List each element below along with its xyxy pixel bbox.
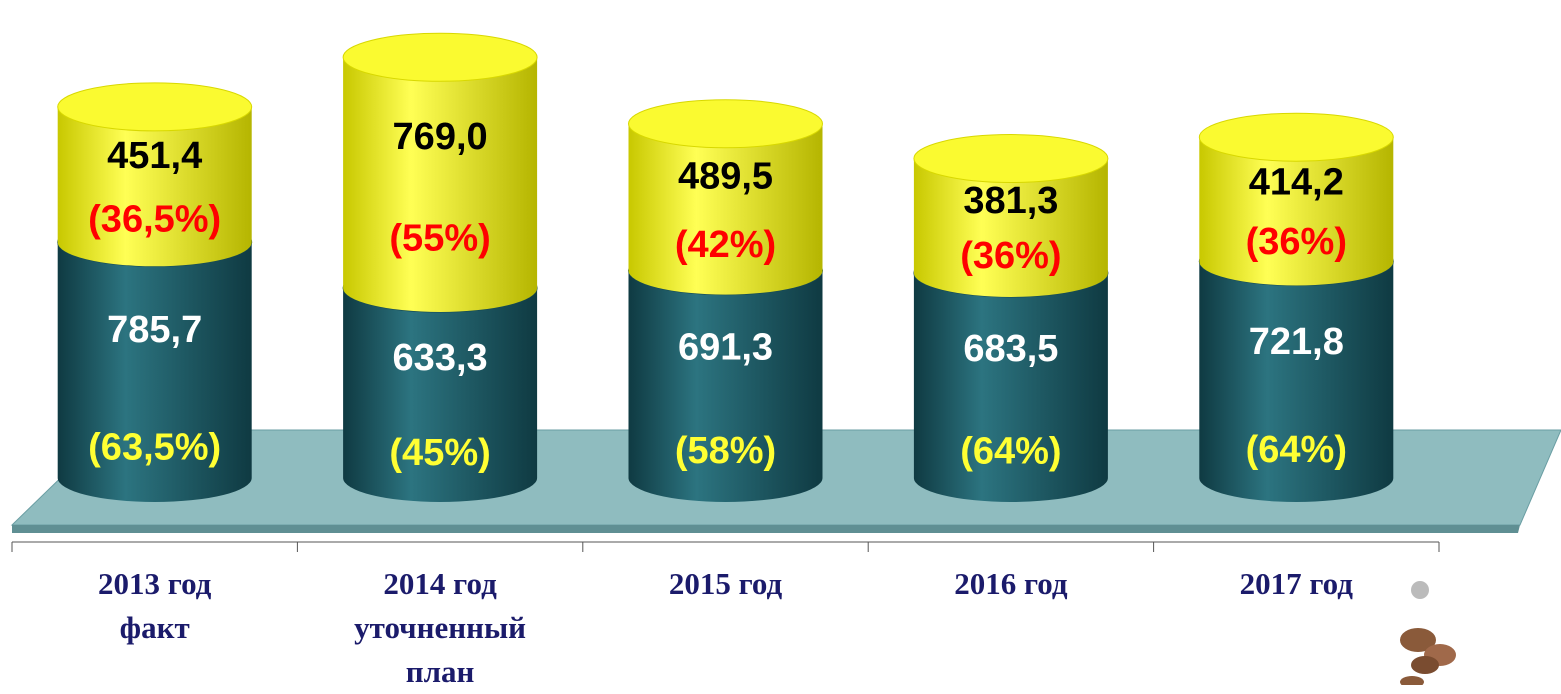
value-label: 381,3 — [963, 180, 1058, 222]
value-label: 785,7 — [107, 309, 202, 351]
x-tick-label: 2014 год уточненный план — [300, 562, 580, 694]
bar-segment — [343, 57, 537, 312]
value-label: 691,3 — [678, 326, 773, 368]
value-label: 769,0 — [393, 116, 488, 158]
share-label: (36%) — [960, 235, 1061, 277]
value-label: 633,3 — [393, 337, 488, 379]
share-label: (55%) — [389, 218, 490, 260]
cylinder-cap — [629, 100, 823, 148]
share-label: (36,5%) — [88, 199, 221, 241]
share-label: (64%) — [960, 430, 1061, 472]
x-tick-label: 2016 год — [871, 562, 1151, 606]
x-tick-label: 2017 год — [1156, 562, 1436, 606]
page: 785,7 (63,5%) 451,4 (36,5%) 633,3 (45%) 769,0 (… — [0, 0, 1561, 685]
cylinder-cap — [1199, 113, 1393, 161]
value-label: 683,5 — [963, 328, 1058, 370]
value-label: 489,5 — [678, 155, 773, 197]
value-label: 451,4 — [107, 135, 202, 177]
share-label: (64%) — [1246, 429, 1347, 471]
share-label: (58%) — [675, 430, 776, 472]
x-tick-label: 2015 год — [586, 562, 866, 606]
bar-segment — [629, 124, 823, 295]
x-tick-label: 2013 год факт — [15, 562, 295, 650]
share-label: (36%) — [1246, 221, 1347, 263]
value-label: 414,2 — [1249, 162, 1344, 204]
share-label: (45%) — [389, 432, 490, 474]
cylinder-cap — [914, 135, 1108, 183]
share-label: (42%) — [675, 224, 776, 266]
value-label: 721,8 — [1249, 321, 1344, 363]
cylinder-cap — [343, 33, 537, 81]
cylinder-cap — [58, 83, 252, 131]
share-label: (63,5%) — [88, 427, 221, 469]
floor-edge — [12, 525, 1520, 533]
